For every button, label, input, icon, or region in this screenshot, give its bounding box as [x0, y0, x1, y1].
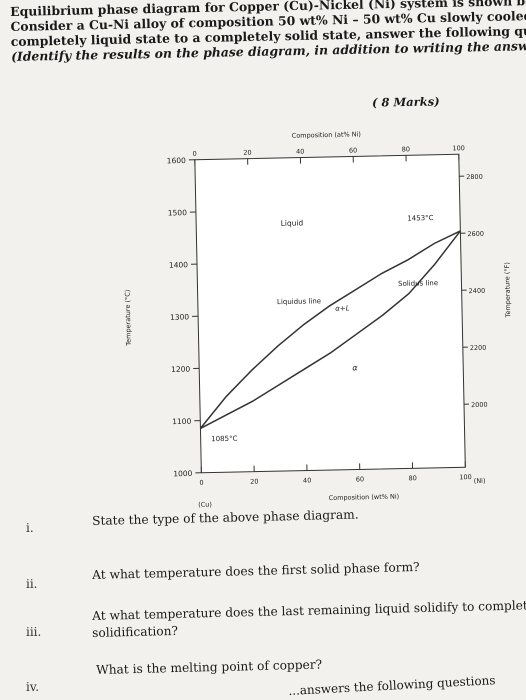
- left-tick-label: 1600: [167, 156, 186, 165]
- question-3-number: iii.: [26, 625, 42, 639]
- right-tick-label: 2000: [471, 401, 488, 409]
- solid-region-label: α: [352, 363, 358, 372]
- top-axis-label: Composition (at% Ni): [292, 130, 361, 139]
- right-tick-label: 2800: [466, 173, 483, 181]
- question-4-text: What is the melting point of copper?: [96, 657, 323, 677]
- question-2-text: At what temperature does the first solid…: [92, 559, 420, 582]
- ni-melting-annotation: 1453°C: [407, 214, 433, 223]
- two-phase-region-label: α+L: [335, 304, 350, 312]
- right-tick-label: 2600: [467, 230, 484, 238]
- bottom-axis-label: Composition (wt% Ni): [329, 493, 400, 502]
- phase-diagram-svg: 1600150014001300120011001000280026002400…: [124, 130, 513, 509]
- phase-diagram: 1600 1500 1400 1300 1200 1100 1000 2800 2600 2400…: [124, 130, 513, 509]
- top-tick-label: 0: [193, 150, 197, 158]
- right-axis-label: Temperature (°F): [503, 262, 512, 318]
- question-2-number: ii.: [26, 577, 38, 591]
- left-axis-label: Temperature (°C): [124, 290, 133, 347]
- question-3-text-cont: solidification?: [92, 623, 179, 640]
- left-tick-label: 1000: [173, 469, 192, 478]
- top-tick-label: 40: [296, 148, 304, 156]
- liquidus-line-curve: [199, 230, 461, 429]
- cu-melting-annotation: 1085°C: [211, 435, 237, 444]
- left-tick-label: 1200: [171, 365, 190, 374]
- top-tick-label: 60: [349, 146, 357, 154]
- left-tick-label: 1400: [169, 260, 188, 269]
- left-tick-label: 1500: [168, 208, 187, 217]
- question-4-number: iv.: [26, 680, 40, 694]
- bottom-tick-label: 40: [303, 476, 311, 484]
- bottom-tick-label: 60: [356, 475, 364, 483]
- cu-note: (Cu): [198, 501, 212, 509]
- left-tick-label: 1100: [172, 417, 191, 426]
- top-tick-label: 20: [243, 149, 251, 157]
- question-3-text: At what temperature does the last remain…: [92, 598, 526, 623]
- solidus-label: Solidus line: [398, 279, 438, 288]
- plot-frame: [194, 153, 466, 474]
- question-1-number: i.: [26, 521, 34, 535]
- right-tick-label: 2400: [469, 287, 486, 295]
- liquidus-label: Liquidus line: [277, 297, 321, 306]
- left-tick-label: 1300: [170, 312, 189, 321]
- cut-off-text: ...answers the following questions: [288, 673, 496, 698]
- right-tick-label: 2200: [470, 344, 487, 352]
- top-tick-label: 80: [402, 145, 410, 153]
- ni-note: (Ni): [474, 477, 486, 485]
- liquid-region-label: Liquid: [281, 218, 304, 227]
- top-tick-label: 100: [452, 144, 465, 152]
- bottom-tick-label: 20: [250, 478, 258, 486]
- solidus-line-curve: [200, 230, 461, 430]
- bottom-tick-label: 0: [199, 479, 203, 487]
- bottom-tick-label: 100: [459, 473, 472, 481]
- bottom-tick-label: 80: [409, 474, 417, 482]
